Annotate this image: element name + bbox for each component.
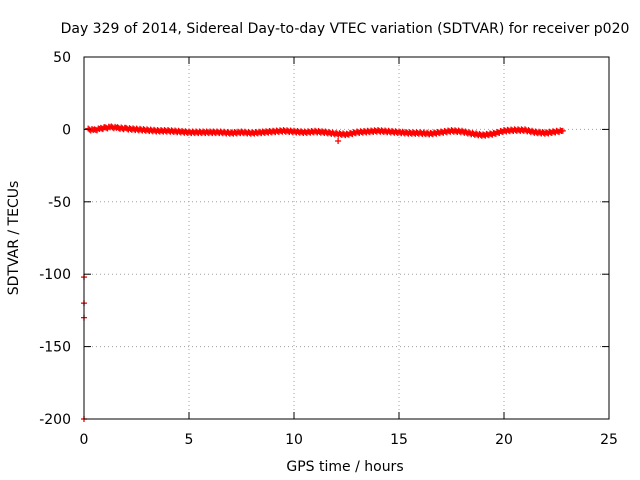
- x-axis-title: GPS time / hours: [286, 459, 403, 475]
- plot-frame: [83, 56, 610, 420]
- y-tick-label: -50: [48, 195, 71, 211]
- x-tick-label: 15: [390, 432, 408, 448]
- data-points: [81, 123, 566, 422]
- y-tick-label: -150: [39, 340, 71, 356]
- data-point: [335, 137, 342, 144]
- x-tick-label: 5: [185, 432, 194, 448]
- y-tick-label: 0: [62, 122, 71, 138]
- x-tick-label: 25: [600, 432, 618, 448]
- grid-lines: [84, 57, 609, 419]
- y-tick-label: -200: [39, 412, 71, 428]
- y-axis-title: SDTVAR / TECUs: [6, 181, 22, 296]
- y-tick-label: -100: [39, 267, 71, 283]
- data-point: [559, 127, 566, 134]
- axis-ticks: 0 5 10 15 20 25 -200 -150 -100 -50 0 50: [39, 50, 618, 448]
- chart-title: Day 329 of 2014, Sidereal Day-to-day VTE…: [61, 21, 630, 37]
- x-tick-label: 0: [80, 432, 89, 448]
- x-tick-label: 20: [495, 432, 513, 448]
- y-tick-label: 50: [53, 50, 71, 66]
- x-tick-label: 10: [285, 432, 303, 448]
